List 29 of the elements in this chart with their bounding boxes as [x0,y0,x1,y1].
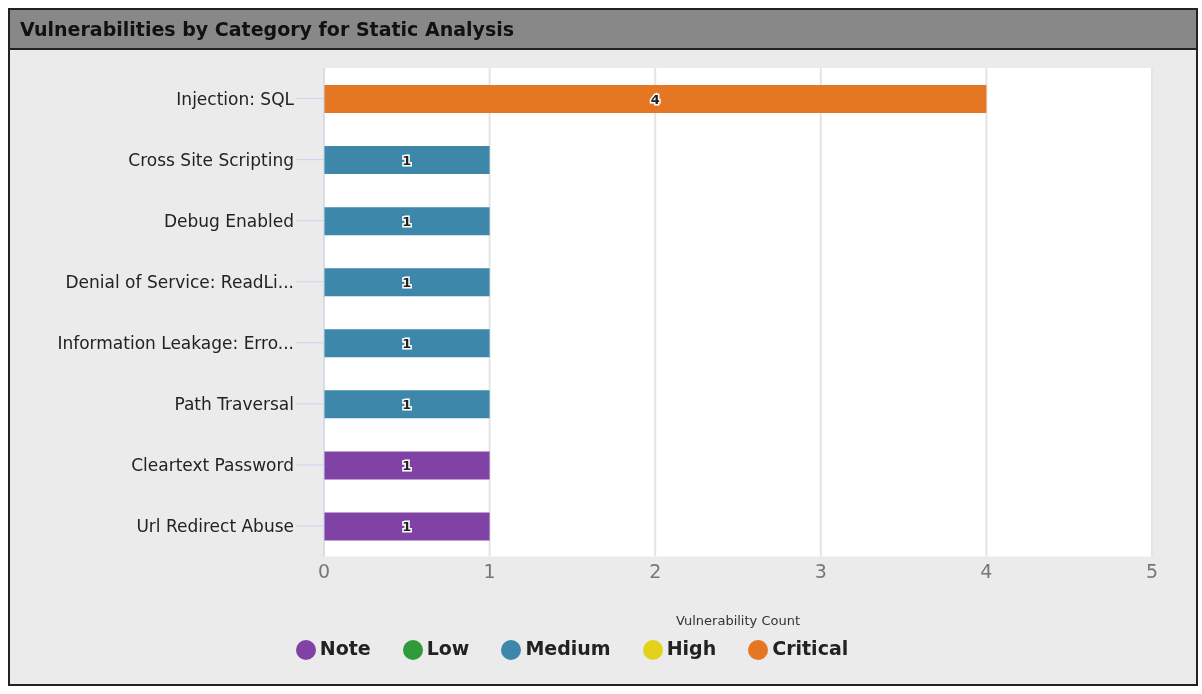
legend-label: Critical [772,636,849,659]
data-label: 1 [402,518,412,534]
data-label: 1 [402,396,412,412]
x-tick-label: 1 [483,559,496,582]
data-label: 1 [402,152,412,168]
y-tick-label: Information Leakage: Erro... [57,332,294,353]
y-tick-label: Path Traversal [174,393,294,414]
data-label: 4 [650,91,660,107]
y-tick-label: Injection: SQL [176,88,295,109]
x-tick-label: 0 [317,559,331,582]
y-tick-label: Cleartext Password [131,454,294,475]
x-tick-label: 3 [814,559,827,582]
chart-title: Vulnerabilities by Category for Static Analysis [10,10,1196,50]
data-label: 1 [402,274,412,290]
y-tick-label: Debug Enabled [163,210,294,231]
y-tick-label: Url Redirect Abuse [136,516,294,536]
y-tick-label: Denial of Service: ReadLi... [65,271,294,292]
y-tick-label: Cross Site Scripting [128,149,294,170]
data-label: 1 [402,213,412,229]
x-tick-label: 2 [649,559,662,582]
x-tick-label: 4 [980,559,993,582]
data-label: 1 [402,457,412,473]
x-axis-title: Vulnerability Count [675,612,801,628]
x-tick-label: 5 [1145,559,1159,582]
legend-label: Low [426,636,470,659]
legend-label: High [666,636,717,659]
data-label: 1 [402,335,412,351]
legend-label: Note [319,636,371,659]
legend-label: Medium [525,636,611,659]
